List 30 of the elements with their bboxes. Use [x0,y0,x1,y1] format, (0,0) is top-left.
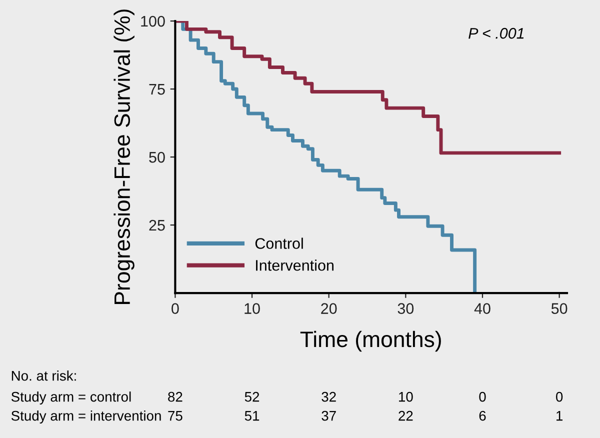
text: 32 [322,392,336,402]
text: 6 [479,410,486,421]
x-axis-title: Time (months) [300,330,441,352]
text: 75 [168,411,182,421]
x-tick-label: 0 [172,303,179,314]
text: 10 [399,392,413,402]
text: No. at risk: [12,370,76,381]
text: 0 [556,392,563,402]
text: 52 [244,392,260,402]
y-tick-label: 50 [149,152,165,163]
text: Study arm = control [11,392,131,404]
y-tick-label: 25 [149,220,165,231]
legend-label: Control [255,238,303,249]
text: 82 [168,392,182,402]
x-tick-label: 20 [321,303,337,314]
annotation: P < .001 [468,28,524,39]
y-axis-title: Progression-Free Survival (%) [114,10,134,304]
text: 22 [398,410,413,421]
text: 51 [244,411,260,421]
text: 0 [479,392,486,402]
text: 1 [556,411,562,421]
x-tick-label: 30 [398,303,414,314]
x-tick-label: 10 [244,303,260,314]
text: Study arm = intervention [11,410,161,424]
x-tick-label: 40 [474,303,490,314]
x-tick-label: 50 [551,303,568,314]
y-tick-label: 100 [141,16,165,27]
y-tick-label: 75 [149,84,165,95]
legend-label: Intervention [256,260,334,271]
text: 37 [322,410,336,421]
